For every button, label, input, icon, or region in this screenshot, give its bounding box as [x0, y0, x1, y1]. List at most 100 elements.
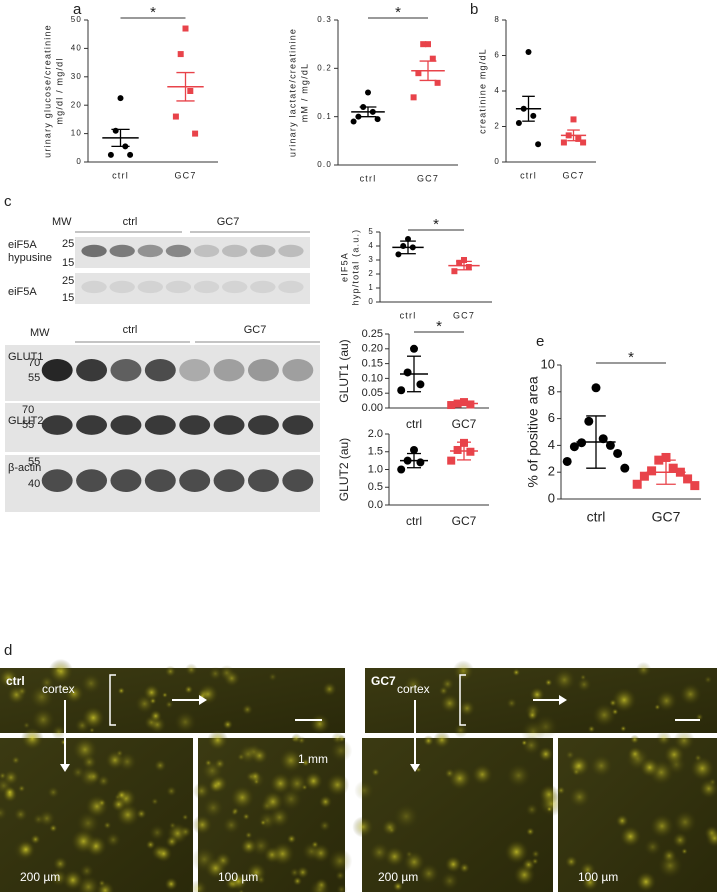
- row-label: β-actin: [8, 462, 41, 474]
- data-point: [668, 463, 678, 473]
- y-tick-label: 0.10: [362, 372, 383, 384]
- data-point: [172, 113, 179, 120]
- blot-band: [278, 280, 304, 294]
- tissue-glow: [529, 686, 545, 703]
- tissue-glow: [54, 666, 62, 675]
- panel-label: b: [470, 1, 478, 18]
- data-point: [569, 442, 579, 452]
- mw-marker: 55: [22, 419, 34, 431]
- tissue-glow: [352, 816, 374, 838]
- mw-marker: 55: [28, 372, 40, 384]
- region-label: cortex: [42, 682, 75, 696]
- y-tick-label: 30: [71, 72, 82, 81]
- significance-star: *: [150, 4, 156, 21]
- y-tick-label: 1.0: [368, 463, 383, 475]
- blot-band: [247, 415, 279, 435]
- panel-label: d: [4, 642, 12, 659]
- blot-band: [110, 469, 142, 493]
- y-tick-label: 1: [368, 283, 374, 292]
- tissue-glow: [521, 739, 528, 747]
- x-tick-label: ctrl: [406, 514, 422, 528]
- tissue-glow: [371, 767, 381, 777]
- scale-label: 100 µm: [578, 870, 618, 884]
- tissue-glow: [393, 803, 420, 830]
- tissue-glow: [208, 666, 223, 681]
- data-point: [434, 79, 441, 86]
- tissue-glow: [453, 723, 469, 738]
- tissue-glow: [241, 703, 254, 716]
- x-tick-label: ctrl: [406, 417, 422, 431]
- tissue-glow: [635, 871, 657, 892]
- y-tick-label: 0.15: [362, 358, 383, 370]
- mw-header: MW: [30, 327, 50, 339]
- tissue-glow: [639, 757, 660, 778]
- tissue-glow: [314, 877, 329, 892]
- blot-band: [282, 469, 314, 493]
- tissue-glow: [303, 771, 324, 791]
- data-point: [683, 474, 693, 484]
- tissue-glow: [471, 763, 493, 786]
- tissue-glow: [17, 784, 26, 793]
- tissue-glow: [61, 684, 68, 692]
- data-point: [365, 89, 371, 96]
- tissue-glow: [145, 839, 156, 850]
- error-bar: [400, 240, 416, 255]
- tissue-glow: [589, 754, 613, 778]
- tissue-glow: [117, 687, 126, 695]
- data-point: [525, 48, 532, 55]
- tissue-glow: [64, 683, 85, 704]
- significance-star: *: [628, 349, 634, 366]
- y-tick-label: 0.25: [362, 328, 383, 340]
- data-point: [515, 119, 522, 126]
- tissue-glow: [335, 870, 346, 881]
- data-point: [403, 368, 412, 377]
- tissue-glow: [62, 869, 84, 891]
- tissue-glow: [155, 845, 173, 863]
- tissue-glow: [581, 873, 599, 892]
- error-bar: [457, 401, 471, 406]
- y-tick-label: 10: [541, 356, 555, 371]
- tissue-glow: [544, 678, 553, 687]
- tissue-glow: [209, 774, 229, 794]
- blot-band: [213, 469, 245, 493]
- tissue-glow: [88, 727, 96, 734]
- y-tick-label: 2: [494, 122, 500, 131]
- data-point: [690, 481, 700, 491]
- tissue-glow: [679, 683, 702, 706]
- y-tick-label: 8: [494, 15, 500, 24]
- mw-marker: 40: [28, 478, 40, 490]
- data-point: [591, 383, 601, 393]
- y-tick-label: 0.00: [362, 402, 383, 414]
- tissue-glow: [444, 855, 462, 873]
- tissue-glow: [236, 752, 246, 762]
- y-tick-label: 40: [71, 44, 82, 53]
- tissue-glow: [673, 729, 695, 752]
- tissue-glow: [690, 756, 715, 781]
- scale-label: 100 µm: [218, 870, 258, 884]
- blot-band: [193, 244, 220, 258]
- tissue-glow: [531, 857, 539, 865]
- tissue-glow: [354, 780, 375, 801]
- tissue-glow: [512, 668, 521, 677]
- tissue-glow: [448, 766, 472, 791]
- data-point: [350, 118, 357, 125]
- blot-band: [247, 469, 279, 493]
- arrow-head: [199, 695, 207, 705]
- tissue-glow: [630, 734, 640, 745]
- tissue-glow: [301, 758, 311, 767]
- region-label: cortex: [397, 682, 430, 696]
- tissue-glow: [164, 665, 177, 678]
- data-point: [410, 445, 418, 454]
- blot-band: [109, 280, 135, 294]
- tissue-glow: [635, 661, 652, 678]
- tissue-glow: [184, 685, 194, 694]
- tissue-glow: [553, 668, 576, 692]
- tissue-glow: [222, 719, 234, 730]
- x-tick-label: GC7: [562, 170, 584, 180]
- tissue-glow: [673, 810, 697, 834]
- data-point: [447, 401, 456, 410]
- data-point: [177, 51, 184, 58]
- y-axis-label: creatinine mg/dL: [477, 48, 487, 134]
- tissue-glow: [327, 848, 353, 874]
